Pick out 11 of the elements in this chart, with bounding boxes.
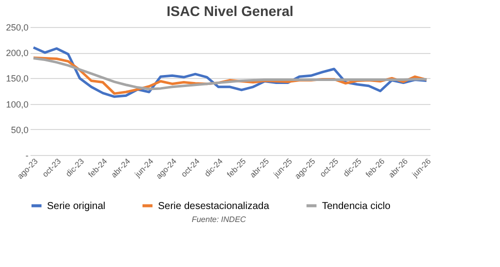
legend-label: Serie desestacionalizada xyxy=(158,200,270,212)
legend-label: Tendencia ciclo xyxy=(322,200,391,212)
y-tick-label: 250,0 xyxy=(6,22,28,32)
y-tick-label: 100,0 xyxy=(6,99,28,110)
source-note: Fuente: INDEC xyxy=(192,215,246,224)
y-tick-label: 200,0 xyxy=(6,48,28,58)
legend-label: Serie original xyxy=(47,200,106,212)
chart-title: ISAC Nivel General xyxy=(166,3,294,19)
y-tick-label: - xyxy=(26,150,28,160)
y-tick-label: 150,0 xyxy=(6,74,28,84)
y-tick-label: 50,0 xyxy=(10,124,28,135)
